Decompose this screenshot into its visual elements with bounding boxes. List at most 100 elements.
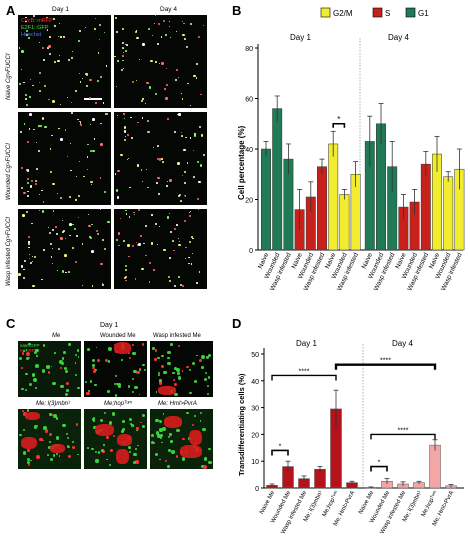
chart-d-bars: [266, 389, 457, 489]
cell-dot: [114, 393, 118, 397]
y-tick-label: 60: [245, 97, 253, 104]
cell-dot: [117, 169, 120, 172]
cell-dot: [75, 175, 77, 177]
cell-dot: [76, 349, 80, 352]
cell-dot: [169, 440, 173, 443]
cell-dot: [173, 227, 177, 231]
cell-dot: [172, 249, 175, 252]
cell-dot: [198, 125, 201, 128]
micrograph-mbn: [18, 409, 81, 469]
cell-dot: [97, 451, 101, 455]
cell-dot: [141, 424, 145, 428]
chart-b-day1-label: Day 1: [290, 33, 311, 42]
cell-dot: [188, 256, 190, 259]
cell-dot: [181, 98, 184, 100]
legend-label-g1: G1: [418, 9, 429, 18]
cell-dot: [151, 35, 153, 37]
cell-dot: [25, 372, 29, 376]
cell-dot: [63, 350, 66, 354]
cell-dot: [34, 387, 37, 389]
cell-dot: [33, 350, 38, 355]
cell-dot: [100, 122, 103, 125]
cell-dot: [123, 276, 127, 280]
cell-dot: [184, 37, 187, 40]
lamellocyte-blob: [189, 429, 202, 446]
cell-dot: [162, 19, 165, 23]
panel-c-top-label-3: Wasp infested Me: [153, 333, 201, 339]
cell-dot: [57, 127, 60, 130]
cell-dot: [180, 199, 183, 202]
cell-dot: [61, 361, 65, 366]
cell-dot: [42, 249, 45, 251]
cell-dot: [158, 62, 160, 64]
cell-dot: [166, 185, 169, 187]
cell-dot: [68, 271, 70, 273]
cell-dot: [141, 343, 145, 346]
cell-dot: [73, 227, 76, 230]
cell-dot: [28, 254, 30, 256]
cell-dot: [60, 384, 64, 389]
cell-dot: [122, 59, 124, 61]
cell-dot: [52, 100, 55, 103]
cell-dot: [84, 26, 87, 29]
cell-dot: [74, 374, 77, 377]
x-tick-label: Naive Me: [259, 490, 277, 516]
cell-dot: [47, 226, 49, 228]
panel-c-bottom-label-3: Me; Hml>PvrA: [158, 401, 197, 407]
cell-dot: [110, 449, 113, 453]
cell-dot: [183, 148, 186, 152]
cell-dot: [70, 142, 72, 144]
cell-dot: [46, 453, 49, 456]
cell-dot: [185, 246, 187, 249]
cell-dot: [154, 357, 157, 361]
chart-d-ylabel: Transdifferentiating cells (%): [237, 373, 246, 476]
cell-dot: [92, 366, 95, 370]
cell-dot: [88, 213, 90, 216]
cell-dot: [99, 176, 102, 179]
cell-dot: [91, 223, 93, 225]
cell-dot: [38, 71, 41, 74]
cell-dot: [187, 437, 191, 440]
cell-dot: [25, 16, 27, 19]
cell-dot: [57, 59, 60, 63]
cell-dot: [176, 113, 178, 115]
cell-dot: [174, 392, 178, 397]
y-tick-label: 20: [251, 432, 259, 439]
cell-dot: [43, 85, 46, 88]
chart-d-annotations: **************: [271, 358, 437, 472]
cell-dot: [26, 177, 30, 181]
cell-dot: [125, 279, 128, 282]
cell-dot: [208, 460, 212, 465]
y-tick-label: 80: [245, 46, 253, 53]
cell-dot: [59, 366, 63, 370]
cell-dot: [100, 449, 104, 453]
cell-dot: [122, 240, 125, 243]
cell-dot: [99, 24, 101, 27]
cell-dot: [160, 441, 163, 444]
cell-dot: [177, 344, 181, 348]
cell-dot: [176, 367, 181, 372]
cell-dot: [168, 449, 172, 452]
cell-dot: [174, 130, 177, 134]
cell-dot: [106, 113, 109, 115]
cell-dot: [67, 155, 69, 158]
cell-dot: [50, 365, 53, 368]
cell-dot: [162, 412, 165, 415]
bar-G1-day1: [261, 148, 271, 251]
panel-a-day1-label: Day 1: [52, 6, 69, 13]
cell-dot: [122, 427, 126, 431]
cell-dot: [124, 136, 126, 138]
cell-dot: [20, 131, 23, 134]
cell-dot: [177, 162, 180, 165]
cell-dot: [195, 354, 198, 357]
cell-dot: [166, 84, 169, 87]
cell-dot: [21, 352, 24, 355]
cell-dot: [152, 146, 155, 149]
cell-dot: [176, 428, 181, 433]
cell-dot: [102, 102, 104, 104]
cell-dot: [64, 254, 67, 257]
cell-dot: [35, 348, 39, 353]
cell-dot: [185, 136, 187, 138]
bracket-day4-naive-hoptum: [370, 433, 436, 440]
cell-dot: [168, 279, 172, 283]
